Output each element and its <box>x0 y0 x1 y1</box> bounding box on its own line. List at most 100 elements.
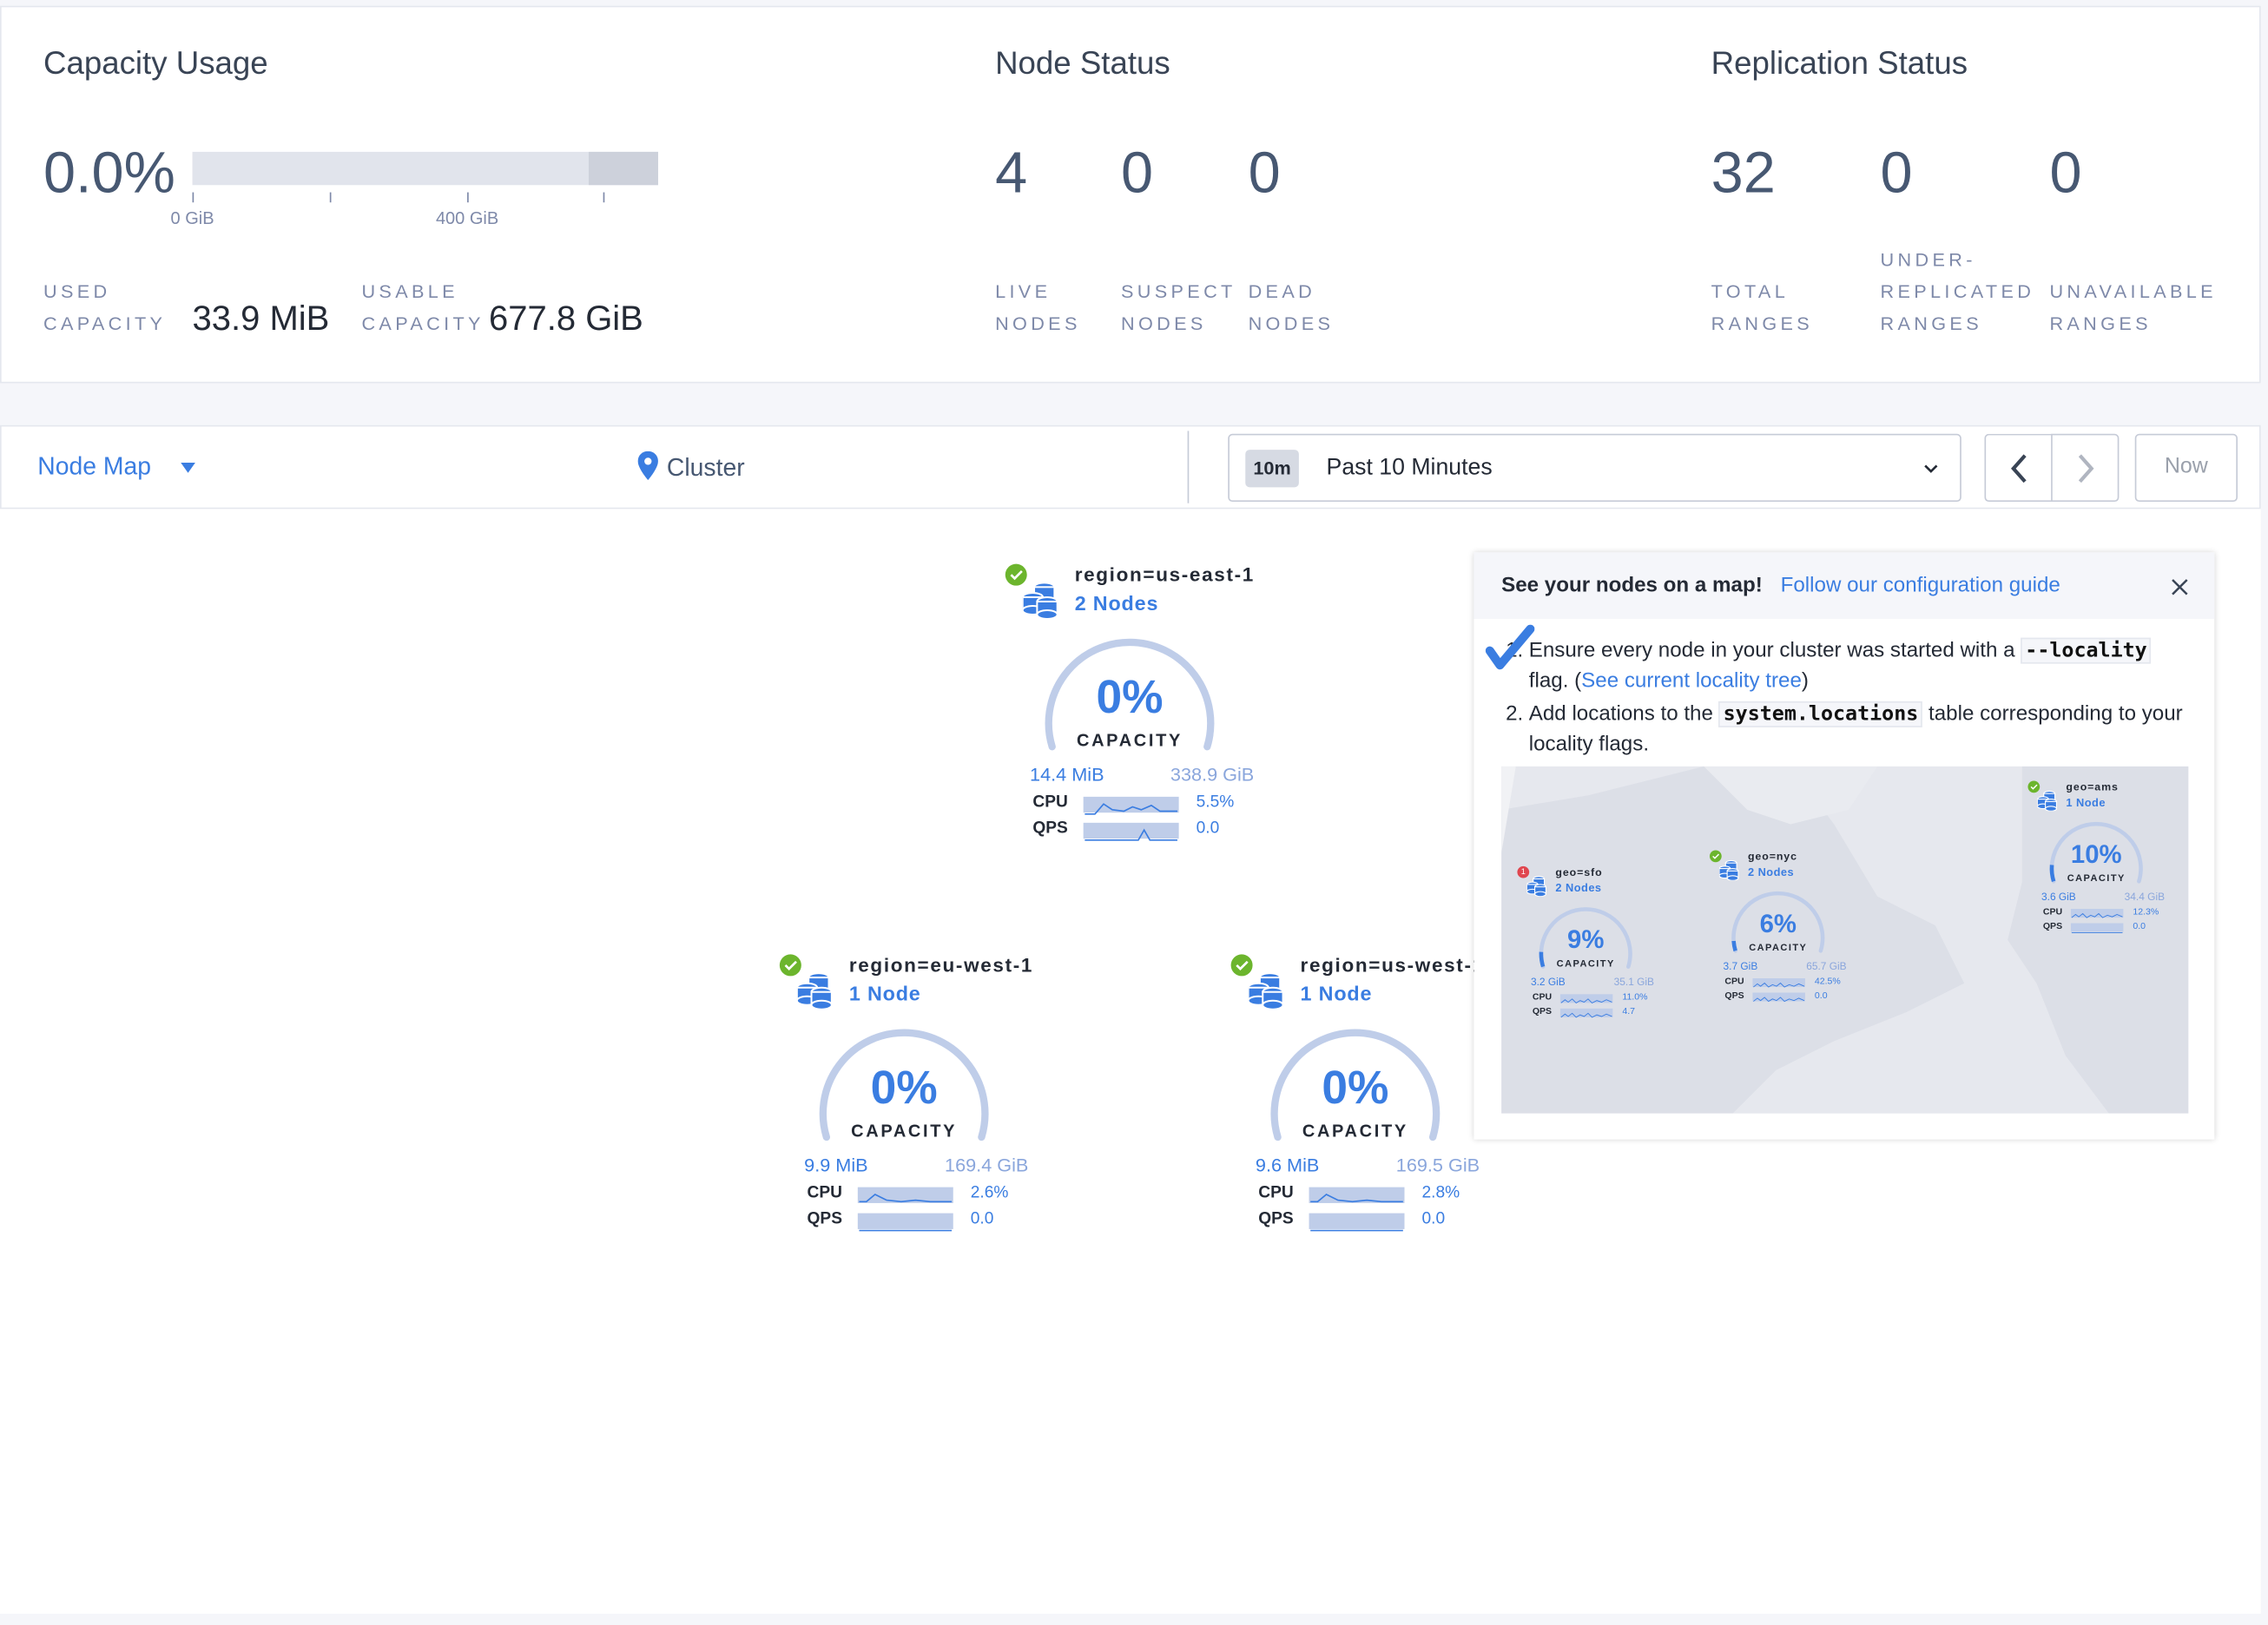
breadcrumb[interactable]: Cluster <box>637 451 745 484</box>
axis-tick <box>467 192 469 203</box>
capacity-percent: 0% <box>1322 1061 1389 1114</box>
now-button[interactable]: Now <box>2134 433 2238 503</box>
cpu-value: 2.6% <box>970 1184 1009 1202</box>
total-capacity: 169.4 GiB <box>945 1154 1029 1176</box>
live-nodes-label: NODES <box>995 312 1081 334</box>
map-node-geo-nyc[interactable]: geo=nyc 2 Nodes 6% CAPACITY 3.7 GiB 65.7 GiB C… <box>1709 850 1869 1009</box>
usable-capacity-value: 677.8 GiB <box>489 299 643 339</box>
step-text: Add locations to the <box>1528 702 1713 727</box>
capacity-bar <box>192 151 658 186</box>
map-node-geo-sfo[interactable]: 1 geo=sfo 2 Nodes 9% CAPACITY 3.2 GiB 35.1 GiB… <box>1517 865 1676 1025</box>
used-capacity-value: 33.9 MiB <box>192 299 330 339</box>
setup-step-1: 1. Ensure every node in your cluster was … <box>1506 636 2192 697</box>
map-node-region-us-east-1[interactable]: region=us-east-1 2 Nodes 0% CAPACITY 14.4 Mi… <box>1005 563 1295 853</box>
capacity-gauge <box>1539 907 1632 969</box>
node-status-title: Node Status <box>995 44 1170 82</box>
qps-sparkline <box>1559 1008 1613 1018</box>
capacity-percent: 0.0% <box>43 141 175 206</box>
qps-value: 0.0 <box>1814 990 1828 1001</box>
cpu-label: CPU <box>1724 977 1744 987</box>
database-icon <box>2036 790 2058 815</box>
setup-step-2: 2. Add locations to the system.locations … <box>1506 701 2183 757</box>
node-count-link[interactable]: 2 Nodes <box>1747 865 1795 878</box>
usable-capacity-label-2: CAPACITY <box>361 312 485 334</box>
example-map-image: 1 geo=sfo 2 Nodes 9% CAPACITY 3.2 GiB 35.1 GiB… <box>1501 766 2189 1114</box>
total-capacity: 169.5 GiB <box>1395 1154 1480 1176</box>
cpu-sparkline <box>1309 1187 1405 1203</box>
chevron-right-icon <box>2078 454 2094 484</box>
used-capacity: 3.6 GiB <box>2041 890 2076 903</box>
chevron-left-icon <box>2011 454 2027 484</box>
database-icon <box>1526 876 1547 900</box>
live-nodes-count: 4 <box>995 141 1028 206</box>
qps-label: QPS <box>1258 1210 1294 1228</box>
status-ok-icon <box>1709 850 1722 863</box>
axis-tick <box>603 192 605 203</box>
capacity-gauge <box>819 1029 989 1141</box>
node-count-link[interactable]: 1 Node <box>848 982 921 1005</box>
map-node-region-eu-west-1[interactable]: region=eu-west-1 1 Node 0% CAPACITY 9.9 MiB 1… <box>779 954 1069 1243</box>
breadcrumb-cluster: Cluster <box>666 454 745 482</box>
popup-title: See your nodes on a map! <box>1501 574 1763 597</box>
used-capacity: 9.6 MiB <box>1255 1154 1320 1176</box>
under-replicated-label: REPLICATED <box>1880 280 2035 303</box>
cpu-value: 5.5% <box>1196 793 1235 812</box>
usable-capacity-label-1: USABLE <box>361 280 458 303</box>
map-pin-icon <box>637 451 658 481</box>
view-select-label: Node Map <box>37 452 151 481</box>
used-capacity: 14.4 MiB <box>1030 763 1104 786</box>
close-icon[interactable] <box>2171 578 2188 595</box>
time-back-button[interactable] <box>1984 433 2053 503</box>
used-capacity: 3.2 GiB <box>1530 976 1566 988</box>
capacity-label: CAPACITY <box>1556 957 1615 970</box>
cpu-label: CPU <box>1532 992 1553 1003</box>
node-count-link[interactable]: 1 Node <box>1300 982 1373 1005</box>
gauge-track <box>2049 821 2143 884</box>
dead-nodes-label: DEAD <box>1248 280 1316 303</box>
node-count-link[interactable]: 2 Nodes <box>1074 591 1159 615</box>
dead-nodes-label: NODES <box>1248 312 1335 334</box>
capacity-percent: 10% <box>2070 839 2122 869</box>
total-capacity: 65.7 GiB <box>1806 959 1847 972</box>
capacity-label: CAPACITY <box>851 1120 958 1141</box>
map-node-geo-ams[interactable]: geo=ams 1 Node 10% CAPACITY 3.6 GiB 34.4 GiB C… <box>2027 780 2186 940</box>
configuration-guide-link[interactable]: Follow our configuration guide <box>1780 574 2060 597</box>
map-node-region-us-west-1[interactable]: region=us-west-1 1 Node 0% CAPACITY 9.6 MiB 1… <box>1230 954 1520 1243</box>
status-ok-icon <box>779 954 801 977</box>
capacity-gauge <box>1270 1029 1441 1141</box>
cpu-label: CPU <box>807 1184 842 1202</box>
suspect-nodes-count: 0 <box>1120 141 1154 206</box>
view-select-dropdown[interactable]: Node Map <box>37 452 196 481</box>
capacity-bar-reserved <box>588 151 658 186</box>
total-capacity: 338.9 GiB <box>1170 763 1255 786</box>
gauge-track <box>1731 891 1825 953</box>
node-count-link[interactable]: 2 Nodes <box>1555 881 1602 894</box>
capacity-gauge <box>1045 638 1215 751</box>
toolbar-divider <box>1187 431 1190 503</box>
locality-tree-link[interactable]: See current locality tree <box>1581 669 1802 693</box>
cpu-sparkline <box>857 1187 953 1203</box>
node-count-link[interactable]: 1 Node <box>2066 795 2106 809</box>
cpu-value: 42.5% <box>1814 977 1841 987</box>
time-range-select[interactable]: 10m Past 10 Minutes <box>1228 433 1961 503</box>
cpu-sparkline <box>1559 994 1613 1003</box>
cpu-label: CPU <box>1258 1184 1294 1202</box>
time-forward-button[interactable] <box>2051 433 2120 503</box>
unavailable-ranges-label: RANGES <box>2049 312 2152 334</box>
capacity-label: CAPACITY <box>2067 872 2126 884</box>
cpu-value: 11.0% <box>1622 992 1648 1003</box>
qps-value: 0.0 <box>2133 921 2146 931</box>
capacity-usage-title: Capacity Usage <box>43 44 268 82</box>
popup-header <box>1474 552 2215 619</box>
cpu-sparkline <box>2070 909 2124 918</box>
axis-tick-label: 400 GiB <box>435 207 499 229</box>
under-replicated-count: 0 <box>1880 141 1913 206</box>
gauge-track <box>1539 907 1632 969</box>
locality-flag-code: --locality <box>2021 637 2152 664</box>
total-capacity: 34.4 GiB <box>2124 890 2166 903</box>
status-ok-icon <box>1230 954 1253 977</box>
total-ranges-label: RANGES <box>1711 312 1814 334</box>
region-name: region=eu-west-1 <box>848 954 1034 977</box>
database-icon <box>795 971 834 1016</box>
capacity-percent: 9% <box>1567 924 1605 954</box>
